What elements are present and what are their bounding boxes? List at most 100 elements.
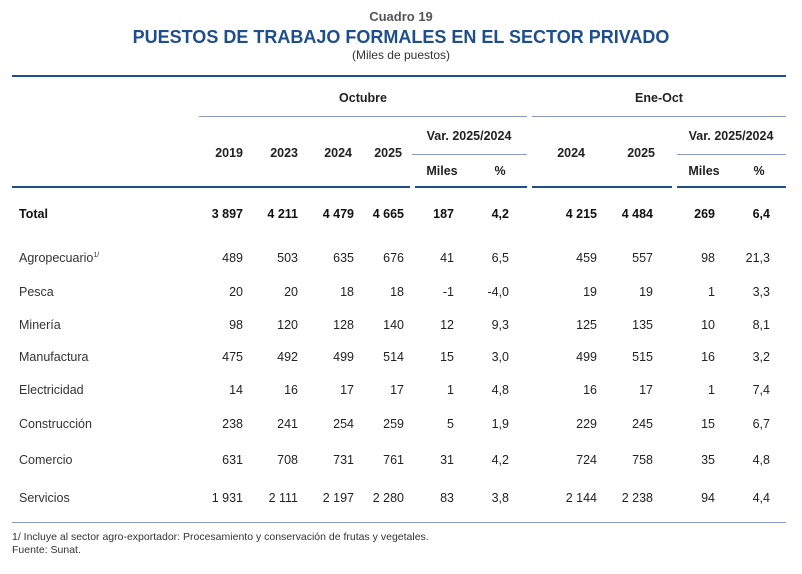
- page-title: PUESTOS DE TRABAJO FORMALES EN EL SECTOR…: [132, 27, 670, 47]
- cell-oct-2019: 238: [222, 417, 243, 431]
- row-label-text: Total: [19, 207, 48, 221]
- cell-oct-2019: 98: [229, 318, 243, 332]
- cell-oct-var-miles: 1: [447, 383, 454, 397]
- cell-janoct-2025: 19: [639, 285, 653, 299]
- cell-janoct-var-pct: 4,4: [752, 491, 770, 505]
- row-label-text: Electricidad: [19, 383, 84, 397]
- cell-oct-2019: 20: [229, 285, 243, 299]
- cell-janoct-var-miles: 10: [701, 318, 715, 332]
- cell-janoct-var-miles: 15: [701, 417, 715, 431]
- cell-oct-2024: 17: [340, 383, 354, 397]
- row-label: Agropecuario1/: [19, 251, 99, 265]
- cell-janoct-2025: 557: [632, 251, 653, 265]
- row-label-text: Agropecuario: [19, 251, 94, 265]
- header-bottom-rule: [415, 186, 527, 188]
- cell-oct-2023: 241: [277, 417, 298, 431]
- cell-oct-var-miles: 41: [440, 251, 454, 265]
- row-label-text: Servicios: [19, 491, 70, 505]
- cell-janoct-2024: 4 215: [565, 207, 597, 221]
- var-rule-jan-oct: [677, 154, 786, 155]
- cell-oct-2025: 676: [383, 251, 404, 265]
- cell-oct-2023: 492: [277, 350, 298, 364]
- cell-oct-2023: 708: [277, 453, 298, 467]
- october-rule: [199, 116, 527, 117]
- cell-janoct-var-miles: 98: [701, 251, 715, 265]
- col-header-pct: %: [494, 164, 506, 178]
- cell-janoct-var-pct: 21,3: [745, 251, 770, 265]
- cell-oct-2019: 631: [222, 453, 243, 467]
- cell-oct-2025: 259: [383, 417, 404, 431]
- cell-oct-2023: 20: [284, 285, 298, 299]
- top-rule: [12, 75, 786, 77]
- cell-oct-var-miles: 83: [440, 491, 454, 505]
- cell-oct-var-pct: 3,8: [491, 491, 509, 505]
- col-header-2019: 2019: [215, 146, 243, 160]
- cell-oct-2019: 3 897: [211, 207, 243, 221]
- cell-oct-var-miles: 12: [440, 318, 454, 332]
- cell-janoct-2025: 4 484: [621, 207, 653, 221]
- cell-oct-2023: 16: [284, 383, 298, 397]
- cell-janoct-2025: 515: [632, 350, 653, 364]
- col-header-miles-jan-oct: Miles: [688, 164, 720, 178]
- cell-janoct-var-pct: 6,7: [752, 417, 770, 431]
- cell-janoct-2025: 17: [639, 383, 653, 397]
- row-label: Total: [19, 207, 48, 221]
- header-bottom-rule: [12, 186, 410, 188]
- cell-janoct-2024: 724: [576, 453, 597, 467]
- cell-janoct-2025: 758: [632, 453, 653, 467]
- cell-oct-var-pct: 4,2: [491, 453, 509, 467]
- cell-janoct-2024: 125: [576, 318, 597, 332]
- row-label: Pesca: [19, 285, 54, 299]
- cell-oct-2024: 2 197: [322, 491, 354, 505]
- cell-oct-2025: 17: [390, 383, 404, 397]
- row-label-text: Comercio: [19, 453, 73, 467]
- row-label-text: Manufactura: [19, 350, 89, 364]
- jan-oct-rule: [532, 116, 786, 117]
- cell-oct-var-pct: -4,0: [487, 285, 509, 299]
- cell-janoct-var-pct: 3,2: [752, 350, 770, 364]
- col-header-jan-oct-2024: 2024: [557, 146, 585, 160]
- cell-janoct-var-miles: 1: [708, 383, 715, 397]
- cell-janoct-var-pct: 6,4: [752, 207, 770, 221]
- cell-oct-var-pct: 9,3: [491, 318, 509, 332]
- cell-oct-2024: 635: [333, 251, 354, 265]
- cell-oct-2023: 503: [277, 251, 298, 265]
- cell-janoct-2025: 2 238: [621, 491, 653, 505]
- cell-oct-2019: 475: [222, 350, 243, 364]
- row-label: Electricidad: [19, 383, 84, 397]
- cell-janoct-2025: 245: [632, 417, 653, 431]
- var-header-october: Var. 2025/2024: [426, 129, 512, 143]
- cell-oct-var-pct: 6,5: [491, 251, 509, 265]
- col-header-jan-oct-2025: 2025: [627, 146, 655, 160]
- table-number: Cuadro 19: [369, 9, 433, 24]
- cell-janoct-var-pct: 8,1: [752, 318, 770, 332]
- cell-oct-2025: 514: [383, 350, 404, 364]
- unit-subtitle: (Miles de puestos): [351, 48, 451, 62]
- cell-oct-2024: 18: [340, 285, 354, 299]
- header-bottom-rule: [532, 186, 672, 188]
- row-label: Manufactura: [19, 350, 88, 364]
- cell-oct-var-pct: 4,2: [491, 207, 509, 221]
- row-label-text: Pesca: [19, 285, 54, 299]
- row-label-text: Construcción: [19, 417, 92, 431]
- var-header-jan-oct: Var. 2025/2024: [688, 129, 774, 143]
- col-header-2024: 2024: [324, 146, 352, 160]
- row-label: Comercio: [19, 453, 73, 467]
- cell-janoct-2024: 229: [576, 417, 597, 431]
- col-header-miles: Miles: [426, 164, 458, 178]
- cell-janoct-2024: 459: [576, 251, 597, 265]
- col-header-2023: 2023: [270, 146, 298, 160]
- cell-janoct-2024: 19: [583, 285, 597, 299]
- cell-janoct-var-pct: 3,3: [752, 285, 770, 299]
- var-rule-october: [412, 154, 527, 155]
- cell-janoct-2024: 2 144: [565, 491, 597, 505]
- cell-oct-2019: 1 931: [211, 491, 243, 505]
- footnote-marker: 1/: [93, 251, 100, 259]
- cell-oct-var-miles: 5: [447, 417, 454, 431]
- cell-oct-2024: 731: [333, 453, 354, 467]
- cell-janoct-var-miles: 35: [701, 453, 715, 467]
- cell-oct-var-miles: 187: [433, 207, 454, 221]
- cell-oct-2024: 254: [333, 417, 354, 431]
- group-header-jan-oct: Ene-Oct: [635, 91, 683, 105]
